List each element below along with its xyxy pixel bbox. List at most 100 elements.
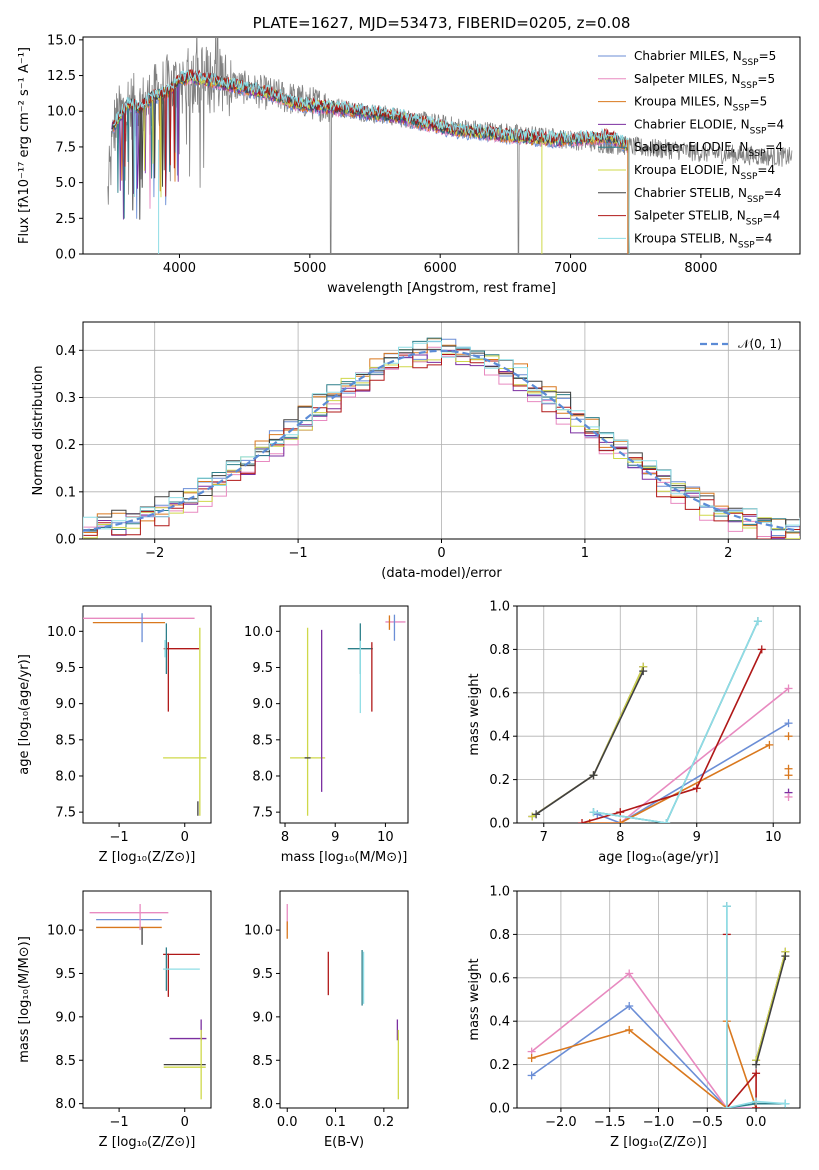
residuals-ytick-label: 0.1 bbox=[55, 485, 76, 500]
spectrum-ytick-label: 10.0 bbox=[47, 105, 76, 120]
age-vs-Z-points bbox=[83, 613, 207, 816]
mass-vs-Z-xtick-label: −1 bbox=[110, 1115, 129, 1130]
weight-vs-age-ytick-label: 0.6 bbox=[489, 686, 510, 701]
residuals-xtick-label: 0 bbox=[437, 546, 445, 561]
weight-vs-age-xtick-label: 9 bbox=[693, 830, 701, 845]
weight-vs-Z-ytick-label: 0.4 bbox=[489, 1015, 510, 1030]
ebv-vs-mass-ytick-label: 8.0 bbox=[252, 1097, 273, 1112]
residuals-xlabel: (data-model)/error bbox=[381, 566, 502, 581]
mass-vs-Z-frame bbox=[82, 890, 212, 1109]
mass-vs-Z-ytick-label: 8.5 bbox=[55, 1054, 76, 1069]
spectrum-legend-label: Salpeter STELIB, NSSP=4 bbox=[634, 209, 780, 228]
spectrum-ylabel: Flux [fλ10⁻¹⁷ erg cm⁻² s⁻¹ A⁻¹] bbox=[17, 47, 32, 244]
residuals-xtick-label: 2 bbox=[724, 546, 732, 561]
ebv-vs-mass-xtick-label: 0.2 bbox=[374, 1115, 395, 1130]
age-vs-Z-xtick-label: −1 bbox=[110, 830, 129, 845]
spectrum-xtick-label: 8000 bbox=[684, 261, 717, 276]
age-vs-mass-frame bbox=[279, 605, 409, 824]
age-vs-mass-xtick-label: 10 bbox=[377, 830, 394, 845]
weight-vs-age-ytick-label: 0.4 bbox=[489, 730, 510, 745]
weight-vs-Z-ylabel: mass weight bbox=[467, 958, 482, 1040]
weight-vs-Z-xtick-label: 0.0 bbox=[746, 1115, 767, 1130]
age-vs-Z-ytick-label: 9.0 bbox=[55, 697, 76, 712]
weight-vs-Z-series-line bbox=[726, 906, 786, 1108]
age-vs-Z-ytick-label: 10.0 bbox=[47, 625, 76, 640]
age-vs-mass-ytick-label: 8.5 bbox=[252, 733, 273, 748]
ebv-vs-mass-xlabel: E(B-V) bbox=[324, 1135, 364, 1150]
weight-vs-age-series-line bbox=[531, 666, 644, 818]
spectrum-legend-label: Kroupa ELODIE, NSSP=4 bbox=[634, 163, 775, 182]
spectrum-legend-label: Chabrier ELODIE, NSSP=4 bbox=[634, 117, 784, 136]
spectrum-ytick-label: 5.0 bbox=[55, 176, 76, 191]
spectrum-frame bbox=[82, 36, 801, 255]
spectrum-legend-subscript: SSP bbox=[750, 126, 767, 136]
weight-vs-age-series-line bbox=[581, 649, 763, 823]
weight-vs-Z-lines bbox=[527, 902, 790, 1108]
spectrum-legend-subscript: SSP bbox=[741, 172, 758, 182]
spectrum-legend-suffix: =4 bbox=[764, 186, 782, 200]
age-vs-Z-ytick-label: 9.5 bbox=[55, 661, 76, 676]
weight-vs-age-axes: 7 8 9 10 0.0 0.2 0.4 0.6 0.8 1.0 age [log₁₀(age/yr… bbox=[467, 600, 801, 865]
age-vs-mass-xlabel: mass [log₁₀(M/M⊙)] bbox=[281, 850, 408, 865]
weight-vs-Z-xlabel: Z [log₁₀(Z/Z⊙)] bbox=[610, 1135, 707, 1150]
age-vs-mass-ytick-label: 8.0 bbox=[252, 769, 273, 784]
age-vs-mass-ytick-label: 9.0 bbox=[252, 697, 273, 712]
weight-vs-Z-xtick-label: −1.0 bbox=[643, 1115, 675, 1130]
spectrum-xtick-label: 7000 bbox=[554, 261, 587, 276]
weight-vs-age-frame bbox=[516, 605, 801, 824]
mass-vs-Z-xtick-label: 0 bbox=[181, 1115, 189, 1130]
spectrum-legend-subscript: SSP bbox=[742, 58, 759, 68]
spectrum-legend-subscript: SSP bbox=[748, 149, 765, 159]
age-vs-Z-axes: −1 0 7.5 8.0 8.5 9.0 9.5 10.0 Z [log₁₀(Z/Z⊙)] age… bbox=[17, 605, 212, 865]
residuals-xtick-label: 1 bbox=[581, 546, 589, 561]
ebv-vs-mass-xtick-label: 0.1 bbox=[325, 1115, 346, 1130]
spectrum-plot-area bbox=[107, 37, 793, 254]
weight-vs-age-series-line bbox=[593, 620, 759, 823]
age-vs-Z-xtick-label: 0 bbox=[181, 830, 189, 845]
age-vs-mass-axes: 8 9 10 7.5 8.0 8.5 9.0 9.5 10.0 mass [log₁₀(M/M⊙)… bbox=[244, 605, 409, 865]
age-vs-mass-ytick-label: 7.5 bbox=[252, 806, 273, 821]
weight-vs-Z-ytick-label: 0.8 bbox=[489, 928, 510, 943]
weight-vs-age-series-line bbox=[597, 722, 789, 823]
residuals-xtick-label: −1 bbox=[289, 546, 308, 561]
spectrum-legend-label: Salpeter MILES, NSSP=5 bbox=[634, 72, 775, 91]
spectrum-xlabel: wavelength [Angstrom, rest frame] bbox=[327, 281, 556, 296]
ebv-vs-mass-ytick-label: 8.5 bbox=[252, 1054, 273, 1069]
weight-vs-age-xtick-label: 8 bbox=[616, 830, 624, 845]
age-vs-mass-ytick-label: 9.5 bbox=[252, 661, 273, 676]
residuals-histogram bbox=[83, 340, 800, 537]
age-vs-mass-points bbox=[290, 614, 406, 816]
residuals-ytick-label: 0.0 bbox=[55, 533, 76, 548]
weight-vs-Z-ytick-label: 1.0 bbox=[489, 885, 510, 900]
residuals-reference-curve bbox=[83, 349, 798, 532]
weight-vs-age-xlabel: age [log₁₀(age/yr)] bbox=[598, 850, 719, 865]
spectrum-ytick-label: 7.5 bbox=[55, 140, 76, 155]
residuals-axes: −2 −1 0 1 2 0.0 0.1 0.2 0.3 0.4 (data-model)/error… bbox=[31, 321, 801, 581]
weight-vs-Z-series-line bbox=[531, 972, 757, 1108]
mass-vs-Z-ytick-label: 10.0 bbox=[47, 924, 76, 939]
weight-vs-age-ytick-label: 0.8 bbox=[489, 643, 510, 658]
weight-vs-Z-xtick-label: −0.5 bbox=[692, 1115, 724, 1130]
ebv-vs-mass-ytick-label: 9.5 bbox=[252, 967, 273, 982]
age-vs-Z-xlabel: Z [log₁₀(Z/Z⊙)] bbox=[99, 850, 196, 865]
weight-vs-Z-xtick-label: −1.5 bbox=[594, 1115, 626, 1130]
weight-vs-age-xtick-label: 7 bbox=[540, 830, 548, 845]
residuals-ytick-label: 0.4 bbox=[55, 344, 76, 359]
spectrum-legend-label: Kroupa MILES, NSSP=5 bbox=[634, 95, 767, 114]
spectrum-legend-suffix: =4 bbox=[766, 117, 784, 131]
weight-vs-age-series-line bbox=[589, 744, 770, 823]
weight-vs-Z-axes: −2.0 −1.5 −1.0 −0.5 0.0 0.0 0.2 0.4 0.6 0.8 1.0 Z [… bbox=[467, 885, 801, 1150]
weight-vs-Z-series-line bbox=[531, 1004, 757, 1108]
weight-vs-Z-series-line bbox=[755, 951, 787, 1061]
weight-vs-age-ylabel: mass weight bbox=[467, 673, 482, 755]
spectrum-ytick-label: 15.0 bbox=[47, 33, 76, 48]
spectrum-legend-subscript: SSP bbox=[747, 195, 764, 205]
spectrum-legend-suffix: =4 bbox=[757, 163, 775, 177]
spectrum-xtick-label: 5000 bbox=[293, 261, 326, 276]
spectrum-xtick-label: 6000 bbox=[424, 261, 457, 276]
weight-vs-Z-xtick-label: −2.0 bbox=[545, 1115, 577, 1130]
age-vs-Z-ylabel: age [log₁₀(age/yr)] bbox=[17, 654, 32, 775]
ebv-vs-mass-ytick-label: 10.0 bbox=[244, 924, 273, 939]
weight-vs-age-series-line bbox=[531, 666, 644, 818]
ebv-vs-mass-frame bbox=[279, 890, 409, 1109]
